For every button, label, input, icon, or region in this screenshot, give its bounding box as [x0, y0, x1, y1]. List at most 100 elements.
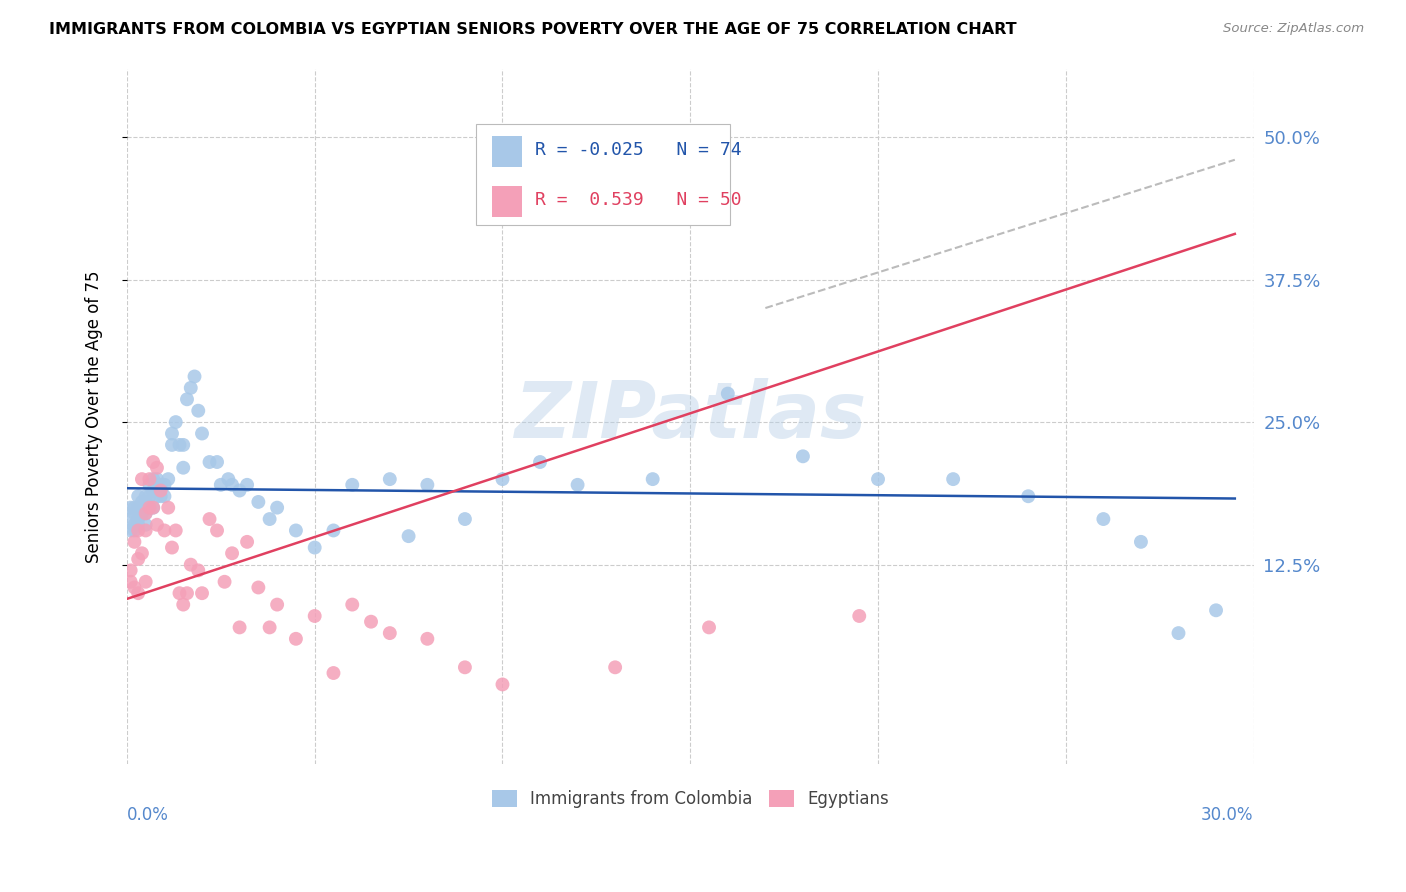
Point — [127, 552, 149, 566]
Point — [1092, 512, 1115, 526]
Point — [135, 489, 157, 503]
Point — [120, 524, 142, 538]
Point — [198, 455, 221, 469]
Point — [120, 512, 142, 526]
Point — [180, 381, 202, 395]
Point — [124, 517, 146, 532]
Point — [180, 558, 202, 572]
Point — [221, 478, 243, 492]
Point — [160, 426, 183, 441]
Point — [236, 478, 259, 492]
Point — [157, 472, 180, 486]
Point — [284, 524, 307, 538]
Point — [124, 500, 146, 515]
Point — [221, 546, 243, 560]
Point — [149, 483, 172, 498]
Text: 0.0%: 0.0% — [127, 806, 169, 824]
Point — [322, 666, 344, 681]
Point — [149, 489, 172, 503]
Point — [360, 615, 382, 629]
Point — [131, 495, 153, 509]
Point — [142, 483, 165, 498]
Point — [176, 586, 198, 600]
Legend: Immigrants from Colombia, Egyptians: Immigrants from Colombia, Egyptians — [485, 783, 896, 815]
Point — [169, 438, 191, 452]
Point — [131, 500, 153, 515]
Point — [228, 620, 250, 634]
Point — [205, 524, 228, 538]
Point — [135, 524, 157, 538]
Point — [135, 506, 157, 520]
Point — [127, 512, 149, 526]
Point — [605, 660, 627, 674]
Point — [266, 598, 288, 612]
Point — [135, 506, 157, 520]
Point — [165, 415, 187, 429]
Point — [529, 455, 551, 469]
Point — [172, 460, 194, 475]
Point — [187, 403, 209, 417]
Point — [342, 598, 364, 612]
Point — [146, 517, 169, 532]
Point — [146, 489, 169, 503]
Point — [131, 472, 153, 486]
Point — [124, 524, 146, 538]
Point — [142, 455, 165, 469]
Point — [120, 574, 142, 589]
Point — [236, 534, 259, 549]
Point — [209, 478, 232, 492]
Point — [697, 620, 720, 634]
Text: IMMIGRANTS FROM COLOMBIA VS EGYPTIAN SENIORS POVERTY OVER THE AGE OF 75 CORRELAT: IMMIGRANTS FROM COLOMBIA VS EGYPTIAN SEN… — [49, 22, 1017, 37]
Point — [138, 478, 160, 492]
Point — [1129, 534, 1152, 549]
Point — [146, 460, 169, 475]
Point — [304, 609, 326, 624]
Point — [866, 472, 889, 486]
Point — [131, 546, 153, 560]
Point — [942, 472, 965, 486]
Point — [127, 500, 149, 515]
Point — [198, 512, 221, 526]
Point — [138, 500, 160, 515]
Point — [172, 598, 194, 612]
Y-axis label: Seniors Poverty Over the Age of 75: Seniors Poverty Over the Age of 75 — [86, 270, 103, 563]
Point — [416, 478, 439, 492]
Point — [247, 581, 270, 595]
Point — [127, 489, 149, 503]
Text: Source: ZipAtlas.com: Source: ZipAtlas.com — [1223, 22, 1364, 36]
Point — [138, 489, 160, 503]
Point — [138, 472, 160, 486]
Text: R = -0.025   N = 74: R = -0.025 N = 74 — [534, 141, 741, 159]
Point — [153, 489, 176, 503]
Point — [205, 455, 228, 469]
Point — [165, 524, 187, 538]
Point — [454, 512, 477, 526]
Point — [169, 586, 191, 600]
Point — [131, 506, 153, 520]
Point — [127, 517, 149, 532]
Point — [172, 438, 194, 452]
Point — [259, 620, 281, 634]
Point — [1017, 489, 1039, 503]
Point — [146, 472, 169, 486]
Point — [247, 495, 270, 509]
Point — [120, 500, 142, 515]
FancyBboxPatch shape — [492, 136, 523, 167]
Point — [153, 478, 176, 492]
Point — [1167, 626, 1189, 640]
Point — [697, 124, 720, 138]
Point — [183, 369, 205, 384]
Point — [135, 574, 157, 589]
Point — [567, 478, 589, 492]
Point — [127, 524, 149, 538]
Point — [491, 677, 513, 691]
Point — [259, 512, 281, 526]
Point — [342, 478, 364, 492]
Point — [157, 500, 180, 515]
Point — [160, 541, 183, 555]
Point — [160, 438, 183, 452]
Point — [491, 472, 513, 486]
Text: ZIPatlas: ZIPatlas — [515, 378, 866, 454]
Point — [378, 472, 401, 486]
Point — [848, 609, 870, 624]
